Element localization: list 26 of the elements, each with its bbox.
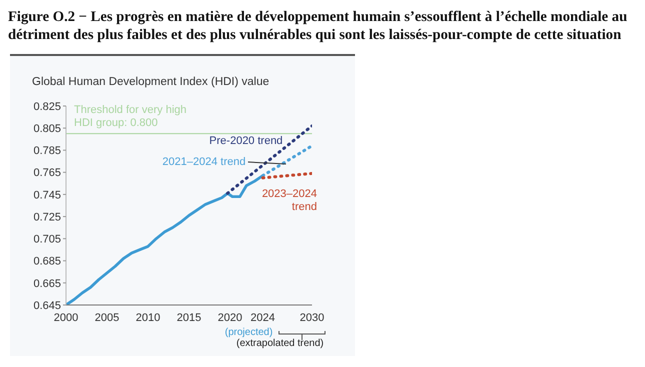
x-tick-label: 2024: [250, 312, 276, 324]
y-tick-label: 0.685: [33, 256, 61, 268]
series-label: 2023–2024 trend: [261, 188, 317, 214]
y-tick-label: 0.745: [33, 189, 61, 202]
series-label: 2021–2024 trend: [161, 156, 247, 169]
x-tick-label: 2005: [94, 312, 120, 324]
x-tick-label: 2015: [176, 312, 202, 324]
series-label: Pre-2020 trend: [208, 134, 284, 148]
y-tick-label: 0.765: [33, 167, 61, 180]
y-tick-label: 0.805: [33, 123, 61, 136]
x-tick-label: 2030: [300, 312, 324, 324]
x-tick-label: 2010: [136, 312, 160, 324]
y-tick-label: 0.785: [33, 145, 61, 158]
line-series: [66, 174, 264, 305]
y-tick-label: 0.665: [33, 278, 61, 290]
ref-line-label: Threshold for very high HDI group: 0.800: [74, 104, 188, 130]
text: (extrapolated trend): [235, 338, 325, 350]
y-tick-label: 0.725: [33, 211, 61, 224]
y-tick-label: 0.825: [33, 100, 61, 113]
y-tick-label: 0.645: [33, 300, 61, 312]
y-tick-label: 0.705: [33, 234, 61, 246]
text: (projected): [224, 327, 274, 338]
x-tick-label: 2020: [218, 312, 242, 324]
x-tick-label: 2000: [54, 312, 78, 324]
chart-title: Figure O.2 − Les progrès en matière de développement humain s’essoufflent à l’échelle mondiale au détriment des plus faibles et des plus vulnérables qui sont les laissés-pour-compte de cette situation: [8, 8, 628, 44]
y-axis-title: Global Human Development Index (HDI) value: [32, 76, 270, 88]
